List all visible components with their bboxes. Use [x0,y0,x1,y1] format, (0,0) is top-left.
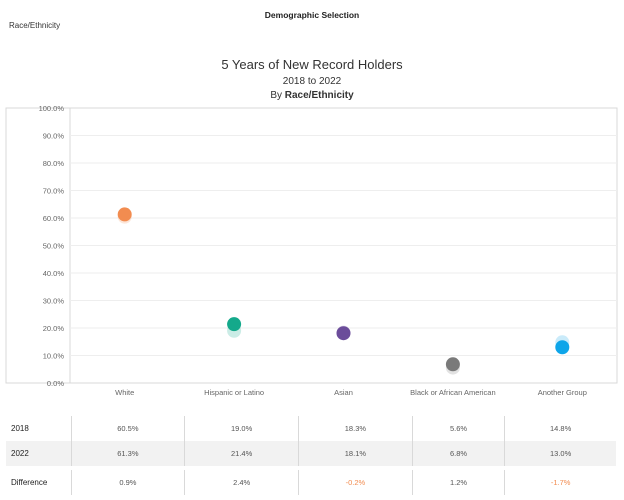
filter-label[interactable]: Race/Ethnicity [9,21,61,30]
chart-by-value: Race/Ethnicity [284,90,354,101]
summary-table: 2018 60.5% 19.0% 18.3% 5.6% 14.8% 2022 6… [6,416,616,495]
table-cell: 21.4% [184,441,299,466]
y-tick-label: 100.0% [39,104,65,113]
row-label: 2018 [11,424,29,433]
y-tick-label: 50.0% [43,242,65,251]
y-tick-label: 40.0% [43,269,65,278]
table-cell: -0.2% [298,470,413,495]
dot-2022 [445,357,460,372]
x-category-label: Another Group [538,388,587,397]
table-cell: 1.2% [411,470,505,495]
table-cell: 18.3% [298,416,413,441]
table-cell: 0.9% [70,470,185,495]
row-label: 2022 [6,441,71,466]
y-tick-label: 90.0% [43,132,65,141]
chart-by-line: By Race/Ethnicity [0,90,624,101]
y-tick-label: 10.0% [43,352,65,361]
table-cell: 14.8% [504,416,616,441]
table-row-2018: 2018 60.5% 19.0% 18.3% 5.6% 14.8% [6,416,616,441]
x-category-label: Hispanic or Latino [204,388,264,397]
y-tick-label: 20.0% [43,324,65,333]
table-cell: -1.7% [504,470,616,495]
chart-title: 5 Years of New Record Holders [221,57,403,72]
dot-2022 [227,317,242,332]
table-cell: 6.8% [411,441,505,466]
y-tick-label: 0.0% [47,379,64,388]
dot-2022 [117,207,132,222]
y-tick-label: 30.0% [43,297,65,306]
filter-title: Demographic Selection [264,10,360,20]
table-row-2022: 2022 61.3% 21.4% 18.1% 6.8% 13.0% [6,441,616,466]
dot-plot-chart: 0.0% 10.0% 20.0% 30.0% 40.0% 50.0% 60.0% 70.0% 8… [5,104,618,397]
row-label: Difference [11,478,48,487]
x-category-label: Asian [334,388,353,397]
table-cell: 13.0% [504,441,616,466]
chart-subtitle: 2018 to 2022 [282,76,342,87]
dot-2022 [336,326,351,341]
x-category-label: Black or African American [410,388,495,397]
y-tick-label: 70.0% [43,187,65,196]
x-category-label: White [115,388,134,397]
table-row-difference: Difference 0.9% 2.4% -0.2% 1.2% -1.7% [6,470,616,495]
table-cell: 60.5% [70,416,185,441]
table-cell: 18.1% [298,441,413,466]
table-cell: 5.6% [411,416,505,441]
chart-by-prefix: By [270,90,285,101]
y-tick-label: 80.0% [43,159,65,168]
table-cell: 2.4% [184,470,299,495]
dot-2022 [555,340,570,355]
y-tick-label: 60.0% [43,214,65,223]
table-cell: 61.3% [70,441,185,466]
table-cell: 19.0% [184,416,299,441]
